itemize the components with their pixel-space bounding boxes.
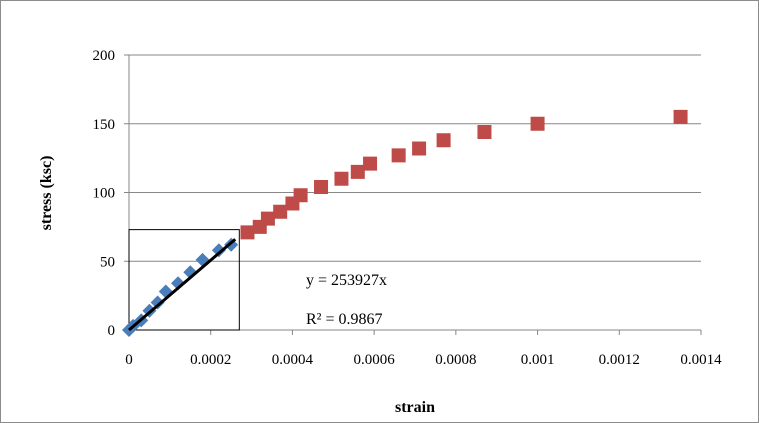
x-tick-label: 0.0012 <box>599 352 640 368</box>
square-point <box>273 204 288 219</box>
square-point <box>530 116 545 131</box>
linear-region-box <box>128 229 240 331</box>
x-axis-title: strain <box>395 399 435 416</box>
square-point <box>240 225 255 240</box>
tick-labels: 0 50 100 150 200 0 0.0002 0.0004 0.0006 0.0008 0.0… <box>93 48 723 368</box>
diamond-point <box>224 237 239 252</box>
x-tick-label: 0 <box>125 352 133 368</box>
square-point <box>350 164 365 179</box>
axes <box>124 54 702 335</box>
square-point <box>412 141 427 156</box>
y-tick-label: 50 <box>100 254 115 270</box>
annotation-box <box>128 229 240 331</box>
square-point <box>293 188 308 203</box>
trendline-equation: y = 253927x <box>306 272 387 289</box>
x-tick-label: 0.0004 <box>272 352 314 368</box>
square-point <box>314 180 329 194</box>
square-point <box>334 171 349 186</box>
linear-fit-line <box>128 238 237 332</box>
y-axis-title: stress (ksc) <box>38 156 55 231</box>
y-tick-label: 0 <box>108 323 116 339</box>
x-tick-label: 0.0002 <box>190 352 231 368</box>
x-tick-label: 0.001 <box>521 352 555 368</box>
data-series <box>122 109 688 337</box>
x-tick-label: 0.0008 <box>435 352 476 368</box>
y-tick-label: 100 <box>93 186 116 202</box>
square-point <box>436 133 451 148</box>
x-tick-label: 0.0014 <box>680 352 722 368</box>
square-point <box>477 125 492 139</box>
diamond-point <box>211 243 226 258</box>
x-tick-label: 0.0006 <box>354 352 396 368</box>
diamond-point <box>150 295 165 310</box>
y-tick-label: 150 <box>93 117 116 133</box>
y-tick-label: 200 <box>93 48 116 64</box>
square-point <box>260 211 275 226</box>
gridlines <box>129 54 701 262</box>
diamond-point <box>158 284 173 299</box>
trendline <box>128 238 237 332</box>
square-point <box>363 156 378 171</box>
square-point <box>673 109 688 124</box>
square-point <box>391 148 406 163</box>
trendline-r-squared: R² = 0.9867 <box>306 311 383 328</box>
